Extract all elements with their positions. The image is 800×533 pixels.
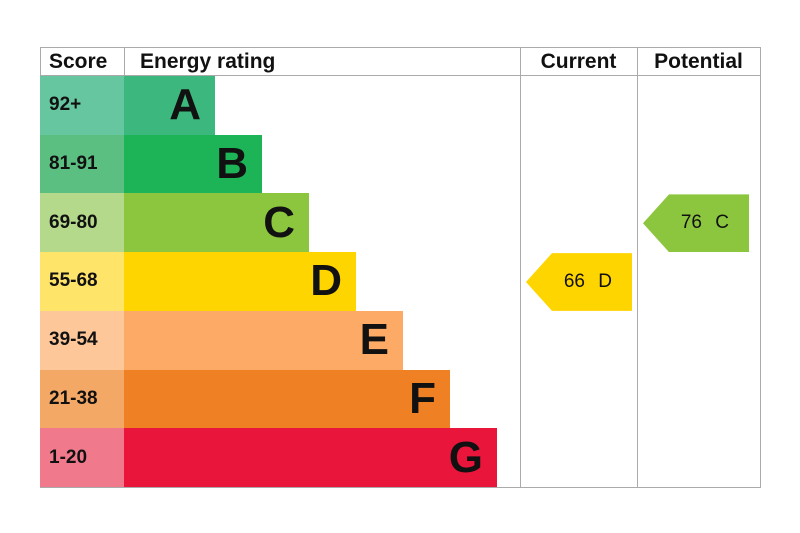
header-divider <box>40 75 760 76</box>
header-energy-rating: Energy rating <box>140 50 276 73</box>
score-range-c: 69-80 <box>40 193 124 253</box>
band-bar-e: E <box>124 310 403 370</box>
band-bar-f: F <box>124 369 450 429</box>
current-rating-arrow: 66 D <box>526 253 632 311</box>
divider <box>520 47 521 487</box>
band-bar-b: B <box>124 134 262 194</box>
band-bar-a: A <box>124 76 215 135</box>
band-bar-d: D <box>124 252 356 311</box>
score-range-a: 92+ <box>40 76 124 135</box>
header-score: Score <box>49 50 108 73</box>
header-potential: Potential <box>654 50 743 73</box>
score-range-e: 39-54 <box>40 310 124 370</box>
divider <box>124 47 125 76</box>
divider <box>637 47 638 487</box>
band-bar-c: C <box>124 193 309 253</box>
band-bar-g: G <box>124 428 497 487</box>
potential-rating-arrow: 76 C <box>643 194 749 253</box>
score-range-d: 55-68 <box>40 252 124 311</box>
header-current: Current <box>540 50 617 73</box>
score-range-b: 81-91 <box>40 134 124 194</box>
score-range-f: 21-38 <box>40 369 124 429</box>
score-range-g: 1-20 <box>40 428 124 487</box>
